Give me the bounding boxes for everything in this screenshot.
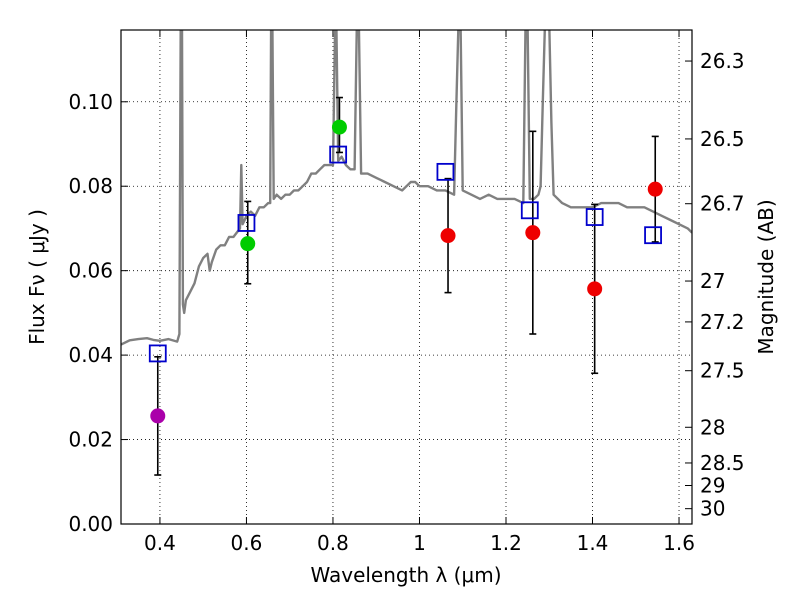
model-point	[329, 145, 348, 164]
model-points-layer	[148, 145, 662, 363]
magnitude-tick-label: 27.2	[700, 310, 745, 334]
observed-point	[331, 119, 347, 135]
x-tick-label: 1.2	[490, 531, 522, 555]
spectrum-line	[121, 30, 692, 346]
magnitude-tick-label: 27	[700, 269, 725, 293]
observed-point	[150, 408, 166, 424]
errorbar-layer	[154, 96, 659, 476]
x-tick-label: 1.4	[577, 531, 609, 555]
model-point	[585, 208, 604, 226]
model-point	[237, 214, 256, 232]
y-axis-label: Flux Fν ( μJy )	[25, 209, 49, 345]
y-tick-label: 0.00	[68, 512, 113, 536]
y-tick-label: 0.08	[68, 174, 113, 198]
x-tick-label: 1	[413, 531, 426, 555]
magnitude-tick-label: 30	[700, 497, 725, 521]
x-tick-label: 0.4	[144, 531, 176, 555]
y-tick-label: 0.10	[68, 90, 113, 114]
y-tick-label: 0.06	[68, 259, 113, 283]
grid-lines	[121, 30, 692, 525]
model-point	[520, 201, 539, 220]
x-axis-ticks: 0.4 0.6 0.8 1 1.2 1.4 1.6	[144, 30, 695, 555]
observed-point	[647, 181, 663, 197]
x-tick-label: 1.6	[663, 531, 695, 555]
magnitude-tick-label: 27.5	[700, 359, 745, 383]
x-tick-label: 0.6	[231, 531, 263, 555]
plot-frame	[120, 29, 693, 525]
observed-point	[587, 281, 603, 297]
x-axis-label: Wavelength λ (μm)	[310, 563, 501, 587]
model-point	[148, 344, 167, 363]
model-point	[644, 226, 662, 245]
magnitude-tick-label: 28	[700, 415, 725, 439]
model-point	[436, 162, 455, 181]
observed-point	[440, 228, 456, 244]
y-tick-label: 0.04	[68, 343, 113, 367]
magnitude-tick-label: 26.5	[700, 127, 745, 151]
magnitude-tick-label: 29	[700, 473, 725, 497]
x-tick-label: 0.8	[317, 531, 349, 555]
observed-point	[525, 225, 541, 241]
magnitude-tick-label: 26.3	[700, 49, 745, 73]
observed-point	[240, 236, 256, 252]
magnitude-axis-label: Magnitude (AB)	[754, 199, 778, 354]
observed-points-layer	[150, 119, 663, 424]
magnitude-tick-label: 26.7	[700, 192, 745, 216]
y-tick-label: 0.02	[68, 428, 113, 452]
y-axis-ticks: 0.00 0.02 0.04 0.06 0.08 0.10	[68, 90, 128, 536]
spectrum-layer	[121, 30, 692, 346]
magnitude-tick-label: 28.5	[700, 451, 745, 475]
